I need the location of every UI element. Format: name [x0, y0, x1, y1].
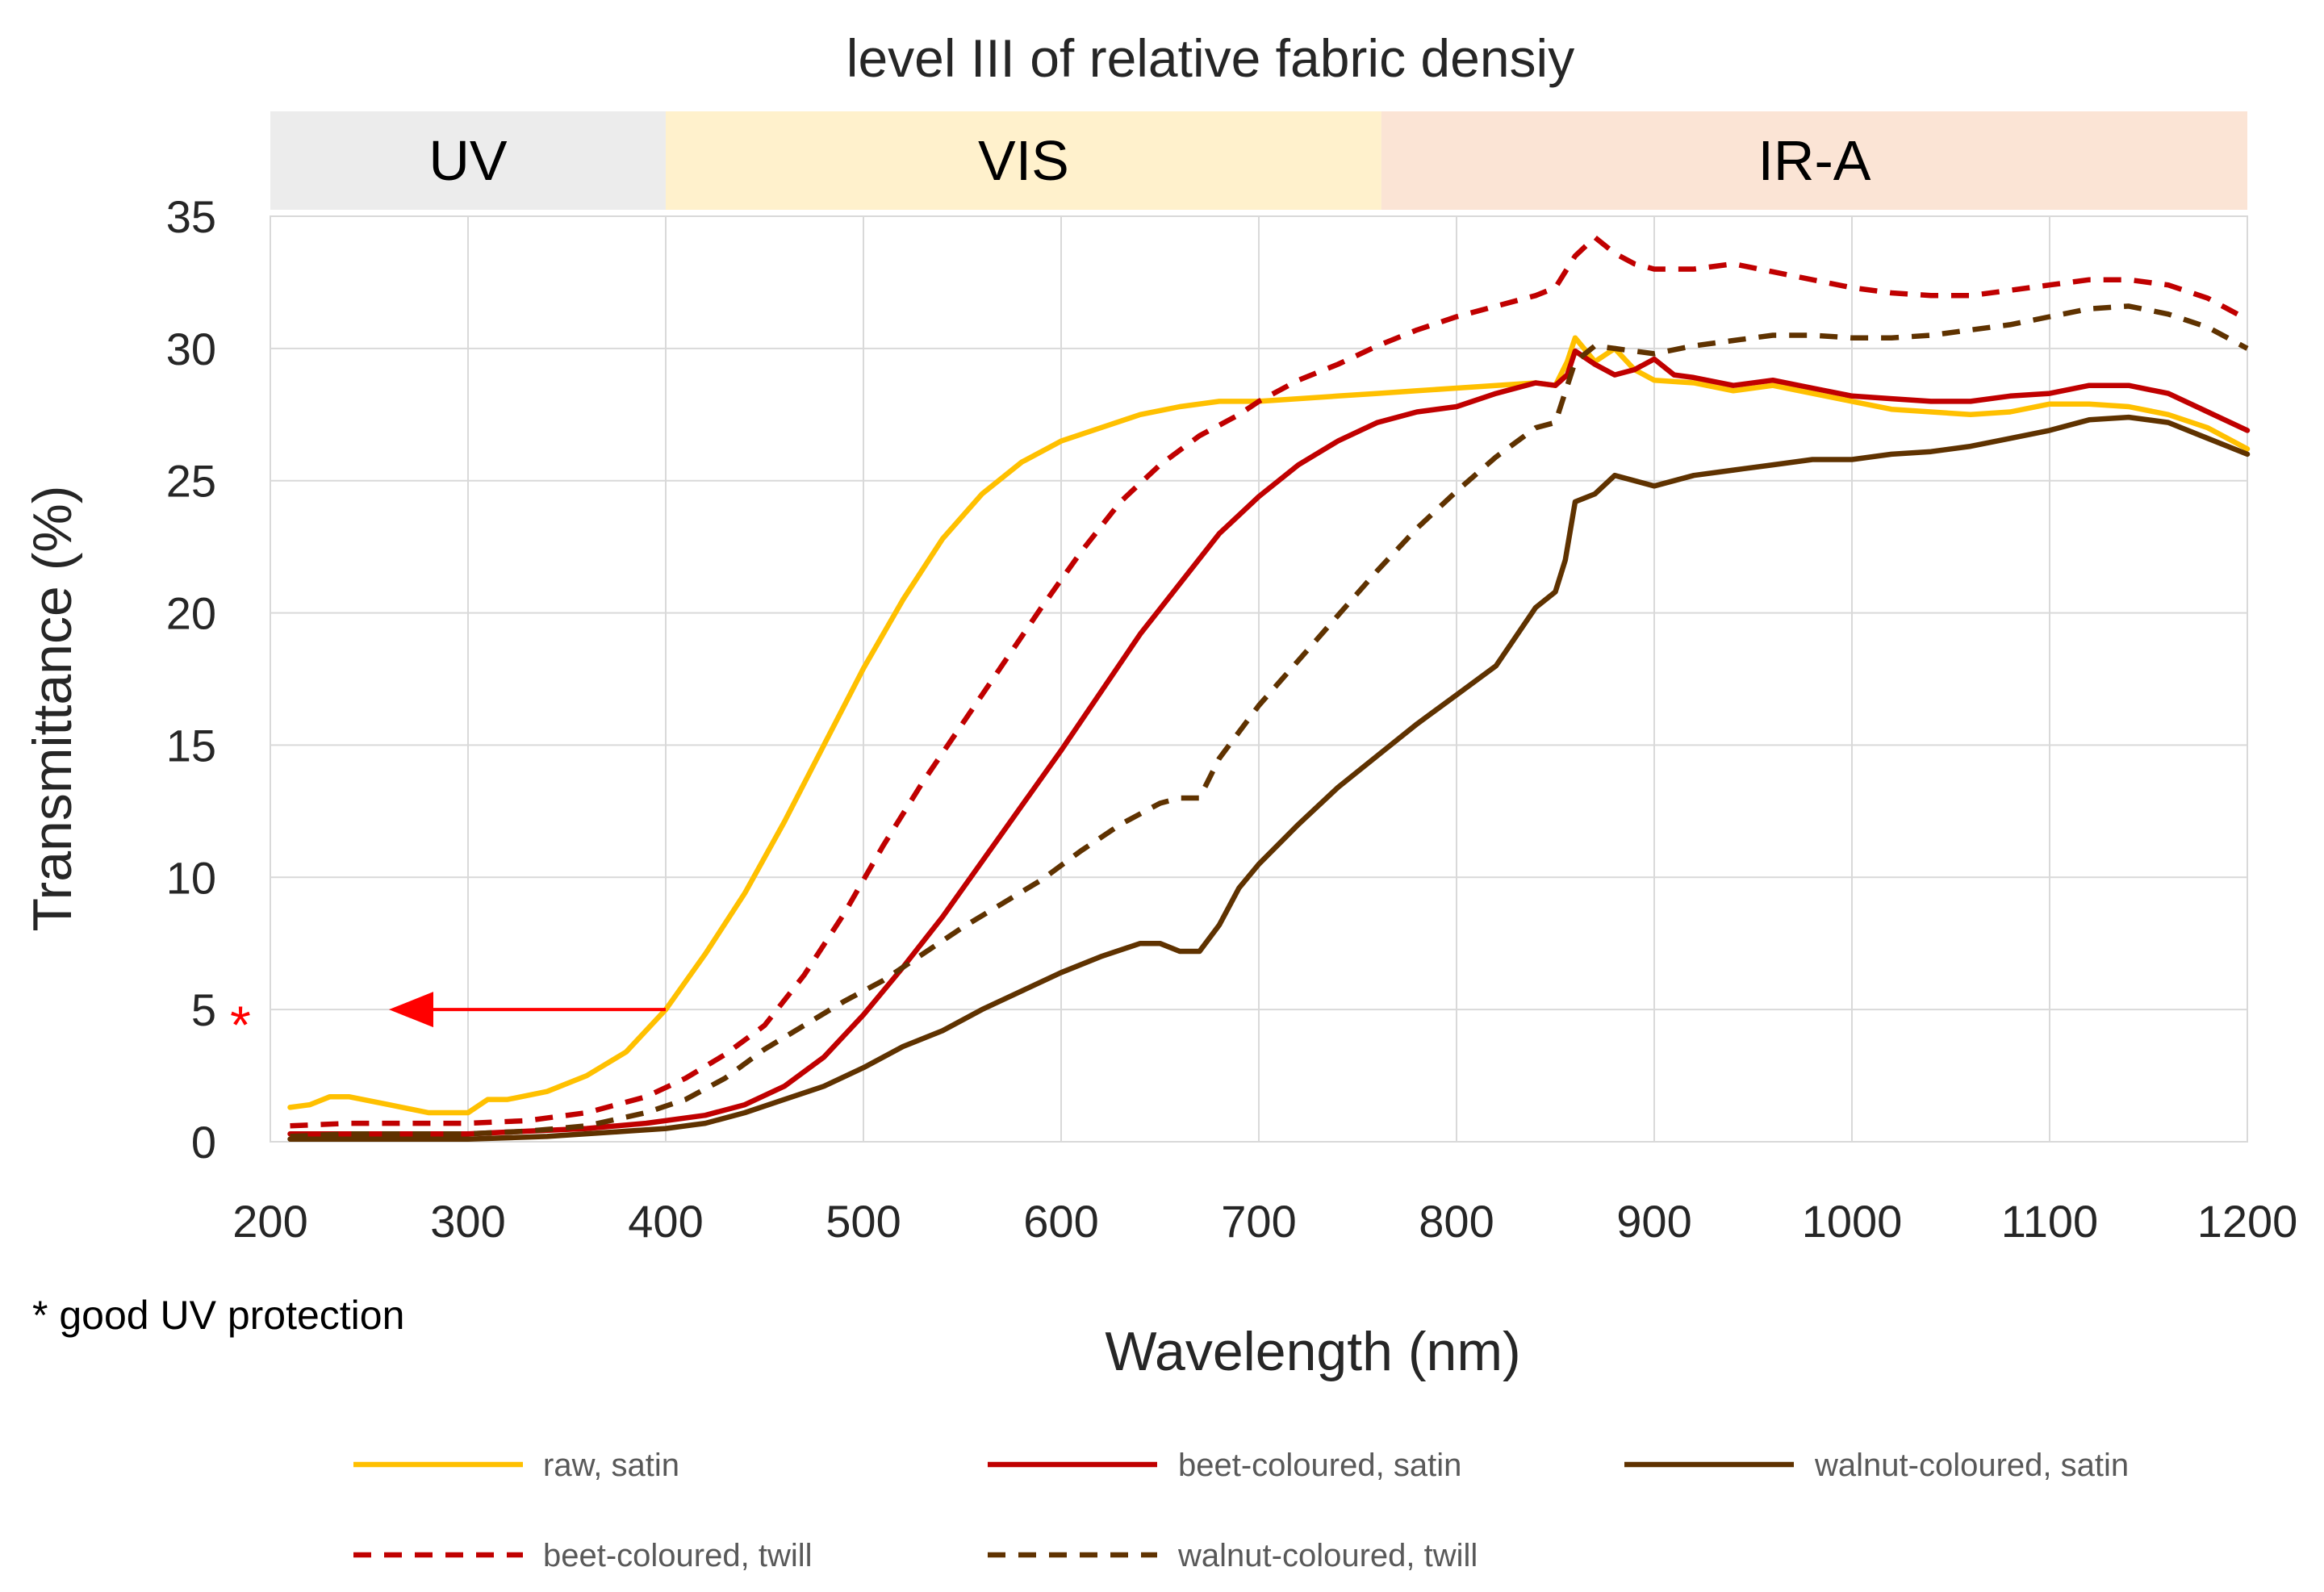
- band-ir-a: [1381, 111, 2247, 210]
- y-axis-label: Transmittance (%): [22, 486, 83, 932]
- annotation-arrowhead: [389, 992, 433, 1028]
- y-axis-ticks: 0 5 10 15 20 25 30 35: [166, 191, 216, 1168]
- y-tick-label: 15: [166, 720, 216, 771]
- x-tick-label: 200: [232, 1196, 307, 1247]
- y-tick-label: 5: [191, 984, 216, 1035]
- band-uv: [270, 111, 666, 210]
- legend-label-beet-coloured-satin: beet-coloured, satin: [1178, 1448, 1461, 1483]
- x-tick-label: 700: [1221, 1196, 1296, 1247]
- y-tick-label: 0: [191, 1117, 216, 1168]
- series-line-beet-coloured-satin: [287, 348, 2251, 1137]
- x-tick-label: 1200: [2197, 1196, 2298, 1247]
- x-tick-label: 500: [826, 1196, 901, 1247]
- y-tick-label: 10: [166, 852, 216, 903]
- legend: raw, satin beet-coloured, satin walnut-col…: [353, 1448, 2129, 1573]
- x-axis-ticks: 200 300 400 500 600 700 800 900 1000 1100 1200: [232, 1196, 2297, 1247]
- series-line-walnut-coloured-satin: [287, 414, 2251, 1142]
- plot-frame: [270, 215, 2248, 1143]
- band-label-ir-a: IR-A: [1758, 129, 1870, 192]
- legend-label-walnut-coloured-twill: walnut-coloured, twill: [1177, 1538, 1478, 1573]
- x-tick-label: 1000: [1802, 1196, 1903, 1247]
- x-tick-label: 600: [1023, 1196, 1098, 1247]
- y-tick-label: 25: [166, 456, 216, 507]
- y-tick-label: 20: [166, 588, 216, 639]
- uv-annotation: *: [230, 992, 666, 1055]
- chart-title: level III of relative fabric densiy: [846, 28, 1574, 88]
- spectral-bands: UV VIS IR-A: [270, 111, 2247, 210]
- legend-label-raw-satin: raw, satin: [543, 1448, 679, 1483]
- footnote: * good UV protection: [32, 1293, 404, 1338]
- x-axis-label: Wavelength (nm): [1105, 1321, 1520, 1382]
- band-label-vis: VIS: [978, 129, 1069, 192]
- x-tick-label: 400: [628, 1196, 703, 1247]
- x-tick-label: 900: [1616, 1196, 1691, 1247]
- legend-label-walnut-coloured-satin: walnut-coloured, satin: [1814, 1448, 2129, 1483]
- series-line-beet-coloured-twill: [290, 234, 2249, 1129]
- y-tick-label: 30: [166, 324, 216, 374]
- x-tick-label: 800: [1419, 1196, 1494, 1247]
- series-lines: [287, 234, 2251, 1142]
- legend-label-beet-coloured-twill: beet-coloured, twill: [543, 1538, 813, 1573]
- x-tick-label: 300: [430, 1196, 505, 1247]
- annotation-asterisk: *: [230, 995, 251, 1055]
- band-label-uv: UV: [428, 129, 508, 192]
- plot-border: [270, 215, 2248, 1143]
- series-line-walnut-coloured-twill: [290, 303, 2249, 1139]
- y-tick-label: 35: [166, 191, 216, 242]
- band-vis: [666, 111, 1381, 210]
- series-line-raw-satin: [287, 335, 2251, 1116]
- x-tick-label: 1100: [2001, 1196, 2098, 1247]
